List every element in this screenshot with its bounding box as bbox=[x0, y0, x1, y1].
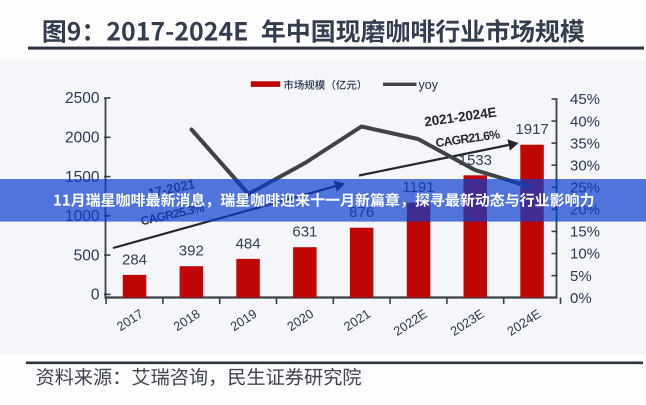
svg-text:35%: 35% bbox=[570, 135, 600, 152]
svg-text:1917: 1917 bbox=[515, 121, 548, 138]
svg-text:45%: 45% bbox=[570, 91, 600, 108]
svg-text:0: 0 bbox=[91, 287, 100, 304]
svg-text:40%: 40% bbox=[570, 113, 600, 130]
svg-text:484: 484 bbox=[236, 235, 261, 252]
svg-text:500: 500 bbox=[74, 247, 100, 264]
svg-text:15%: 15% bbox=[570, 224, 600, 241]
svg-text:2000: 2000 bbox=[65, 130, 100, 147]
svg-text:0%: 0% bbox=[570, 290, 592, 307]
svg-text:392: 392 bbox=[179, 243, 204, 260]
svg-text:30%: 30% bbox=[570, 157, 600, 174]
svg-text:284: 284 bbox=[122, 251, 147, 268]
svg-text:5%: 5% bbox=[570, 268, 592, 285]
svg-text:10%: 10% bbox=[570, 246, 600, 263]
svg-text:yoy: yoy bbox=[419, 78, 439, 92]
svg-text:631: 631 bbox=[292, 224, 317, 241]
svg-text:2500: 2500 bbox=[65, 90, 100, 107]
